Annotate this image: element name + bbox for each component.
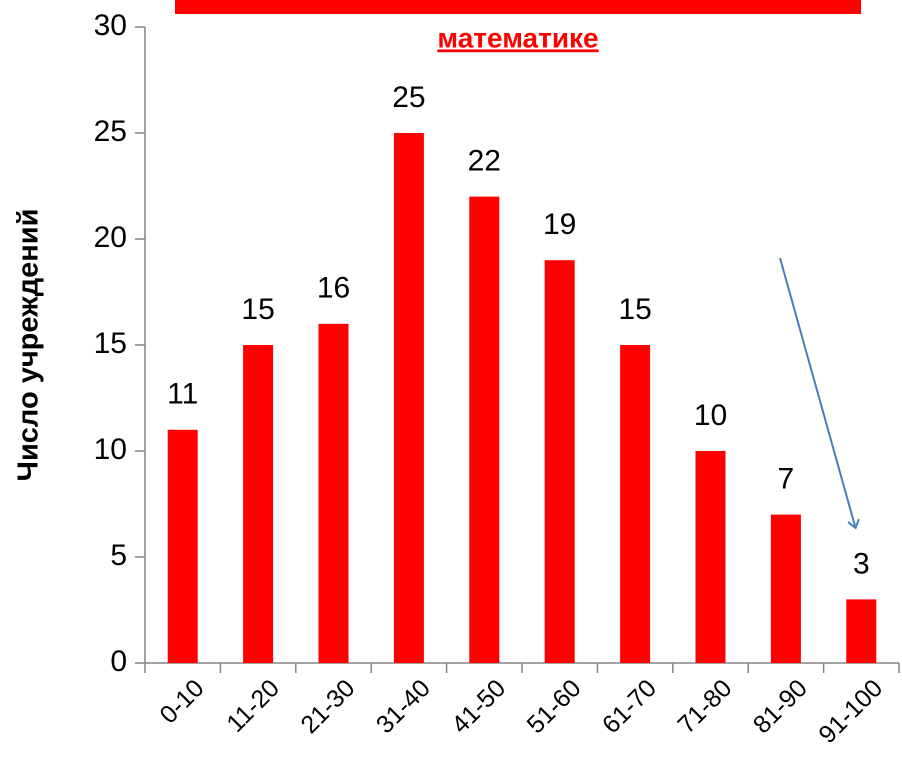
value-label: 11 bbox=[167, 378, 198, 411]
y-tick-label: 10 bbox=[94, 433, 127, 466]
bar bbox=[620, 345, 651, 663]
title-banner bbox=[175, 0, 861, 14]
value-label: 15 bbox=[241, 293, 274, 326]
bar bbox=[695, 451, 726, 663]
x-tick-label: 0-10 bbox=[154, 674, 209, 729]
bar bbox=[544, 260, 575, 663]
chart-title: математике bbox=[437, 22, 598, 53]
value-label: 7 bbox=[778, 463, 795, 496]
bar bbox=[770, 514, 801, 663]
y-axis-label: Число учреждений bbox=[13, 209, 45, 482]
value-label: 10 bbox=[694, 399, 727, 432]
value-label: 25 bbox=[392, 81, 425, 114]
bar bbox=[167, 429, 198, 663]
y-tick-label: 5 bbox=[110, 539, 127, 572]
value-label: 15 bbox=[618, 293, 651, 326]
x-tick-label: 21-30 bbox=[295, 674, 360, 739]
x-tick-label: 91-100 bbox=[813, 674, 888, 749]
arrow bbox=[779, 257, 855, 526]
bar bbox=[243, 345, 274, 663]
x-tick-label: 61-70 bbox=[597, 674, 662, 739]
bar bbox=[469, 196, 500, 663]
x-tick-label: 11-20 bbox=[221, 674, 285, 738]
value-label: 16 bbox=[317, 272, 350, 305]
bar bbox=[846, 599, 877, 663]
x-tick-label: 81-90 bbox=[748, 674, 813, 739]
value-label: 19 bbox=[543, 208, 576, 241]
bar bbox=[318, 323, 349, 663]
y-tick-label: 20 bbox=[94, 221, 127, 254]
y-tick-label: 15 bbox=[94, 327, 127, 360]
x-tick-label: 51-60 bbox=[522, 674, 587, 739]
y-tick-label: 25 bbox=[94, 115, 127, 148]
bar bbox=[393, 133, 424, 663]
value-label: 22 bbox=[468, 145, 501, 178]
x-tick-label: 71-80 bbox=[672, 674, 737, 739]
y-tick-label: 30 bbox=[94, 9, 127, 42]
x-tick-label: 41-50 bbox=[446, 674, 511, 739]
x-tick-label: 31-40 bbox=[371, 674, 436, 739]
y-tick-label: 0 bbox=[110, 645, 127, 678]
value-label: 3 bbox=[853, 547, 870, 580]
